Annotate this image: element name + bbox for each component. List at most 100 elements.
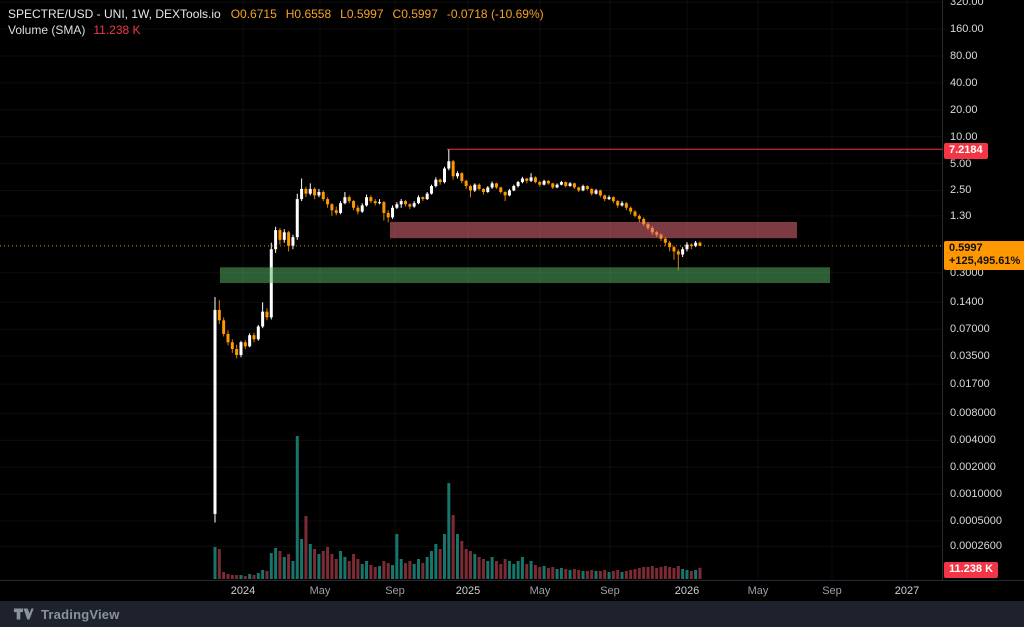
time-tick-label: 2026 [674, 585, 700, 597]
volume-bar [637, 568, 641, 579]
volume-bar [421, 563, 425, 579]
candle-body [689, 244, 693, 246]
candle-body [222, 320, 226, 334]
volume-bar [391, 565, 395, 579]
candle-body [572, 183, 576, 188]
candle-body [460, 173, 464, 181]
time-tick-label: 2027 [894, 585, 920, 597]
candle-body [291, 237, 295, 246]
ohlc-value: O0.6715 [230, 7, 277, 21]
candle-body [442, 168, 446, 183]
candle-body [278, 230, 282, 240]
candle-body [620, 203, 624, 206]
alert-price-label[interactable]: 7.2184 [944, 143, 988, 159]
volume-bar [412, 564, 416, 579]
time-axis[interactable]: 2024 May Sep 2025 May Sep 2026 May Sep 2027 [0, 580, 1024, 601]
volume-layer [213, 436, 702, 579]
candle-body [546, 180, 550, 184]
candle-body [352, 201, 356, 208]
volume-bar [603, 570, 607, 579]
candle-body [503, 192, 507, 196]
volume-bar [494, 561, 498, 579]
volume-bar [486, 561, 490, 579]
candle-body [438, 179, 442, 183]
volume-bar [430, 551, 433, 579]
ohlc-value: C0.5997 [392, 7, 438, 21]
candle-body [594, 190, 598, 194]
candle-body [243, 342, 247, 347]
candle-body [507, 190, 511, 196]
volume-bar [568, 570, 572, 579]
symbol-title[interactable]: SPECTRE/USD - UNI, 1W, DEXTools.io [8, 7, 221, 21]
volume-bar [243, 576, 247, 579]
price-tick-label: 80.00 [950, 49, 978, 62]
volume-bar [282, 557, 286, 579]
volume-bar [663, 566, 667, 579]
time-tick-label: May [747, 585, 769, 597]
volume-bar [291, 561, 295, 579]
candle-body [447, 161, 451, 169]
volume-legend-row: Volume (SMA) 11.238 K [8, 22, 553, 38]
candle-body [421, 197, 425, 200]
volume-bar [399, 559, 403, 579]
volume-bar [274, 548, 278, 579]
volume-bar [217, 549, 221, 579]
tradingview-logo-icon[interactable] [13, 607, 34, 621]
volume-bar [646, 567, 650, 579]
volume-bar [516, 561, 520, 579]
candle-body [334, 210, 338, 213]
volume-bar [239, 575, 243, 579]
chart-pane[interactable]: SPECTRE/USD - UNI, 1W, DEXTools.io O0.671… [0, 0, 942, 580]
volume-bar [326, 547, 330, 579]
candle-body [356, 207, 360, 212]
candle-body [295, 199, 299, 238]
price-tick-label: 0.0010000 [950, 488, 1002, 501]
candle-body [694, 242, 698, 246]
candle-body [321, 192, 325, 200]
candle-body [464, 180, 468, 187]
volume-bar [577, 570, 581, 579]
price-tick-label: 1.30 [950, 209, 972, 222]
footer-brand-text[interactable]: TradingView [41, 606, 120, 622]
volume-indicator-label[interactable]: Volume (SMA) [8, 23, 86, 37]
volume-bar [265, 571, 269, 579]
volume-bar [620, 572, 624, 579]
volume-bar [555, 569, 559, 579]
volume-bar [417, 559, 421, 579]
price-chart-canvas[interactable] [0, 0, 942, 580]
candle-body [525, 178, 529, 181]
time-tick-label: 2025 [455, 585, 481, 597]
volume-bar [694, 570, 698, 579]
candle-body [265, 311, 269, 318]
candle-body [282, 232, 286, 240]
price-tick-label: 40.00 [950, 76, 978, 89]
change-since-start-value: +125,495.61% [949, 255, 1021, 267]
demand-zone[interactable] [220, 267, 830, 284]
grid-layer [0, 0, 942, 580]
price-axis[interactable]: 320.00 160.00 80.00 40.00 20.00 10.00 5.00 2.50… [942, 0, 1024, 601]
candle-body [399, 201, 403, 205]
candle-body [317, 192, 321, 196]
volume-bar [295, 436, 299, 579]
volume-bar [404, 563, 408, 579]
volume-bar [230, 575, 234, 579]
volume-bar [347, 561, 351, 579]
candle-body [490, 183, 494, 188]
candle-body [391, 207, 395, 218]
price-tick-label: 160.00 [950, 23, 984, 35]
candle-body [486, 187, 490, 193]
price-tick-label: 0.008000 [950, 407, 996, 420]
candle-body [551, 183, 555, 188]
volume-bar [442, 534, 446, 579]
candle-body [339, 203, 343, 213]
volume-bar [564, 569, 568, 579]
candle-body [430, 186, 433, 194]
volume-bar [334, 559, 338, 579]
alert-price-value: 7.2184 [949, 144, 983, 156]
volume-bar [611, 571, 615, 579]
volume-bar [525, 564, 529, 579]
supply-zone[interactable] [390, 221, 797, 239]
candle-body [637, 215, 641, 219]
volume-bar [317, 554, 321, 579]
candle-body [451, 161, 455, 177]
